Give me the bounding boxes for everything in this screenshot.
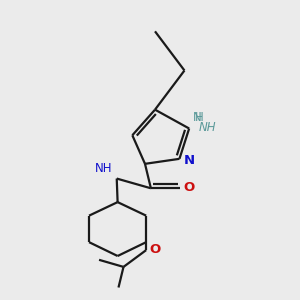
Text: O: O [150, 243, 161, 256]
Text: NH: NH [95, 162, 112, 175]
Text: NH: NH [199, 121, 216, 134]
Text: H: H [195, 111, 204, 124]
Text: N: N [193, 111, 201, 124]
Text: O: O [184, 181, 195, 194]
Text: N: N [184, 154, 195, 167]
